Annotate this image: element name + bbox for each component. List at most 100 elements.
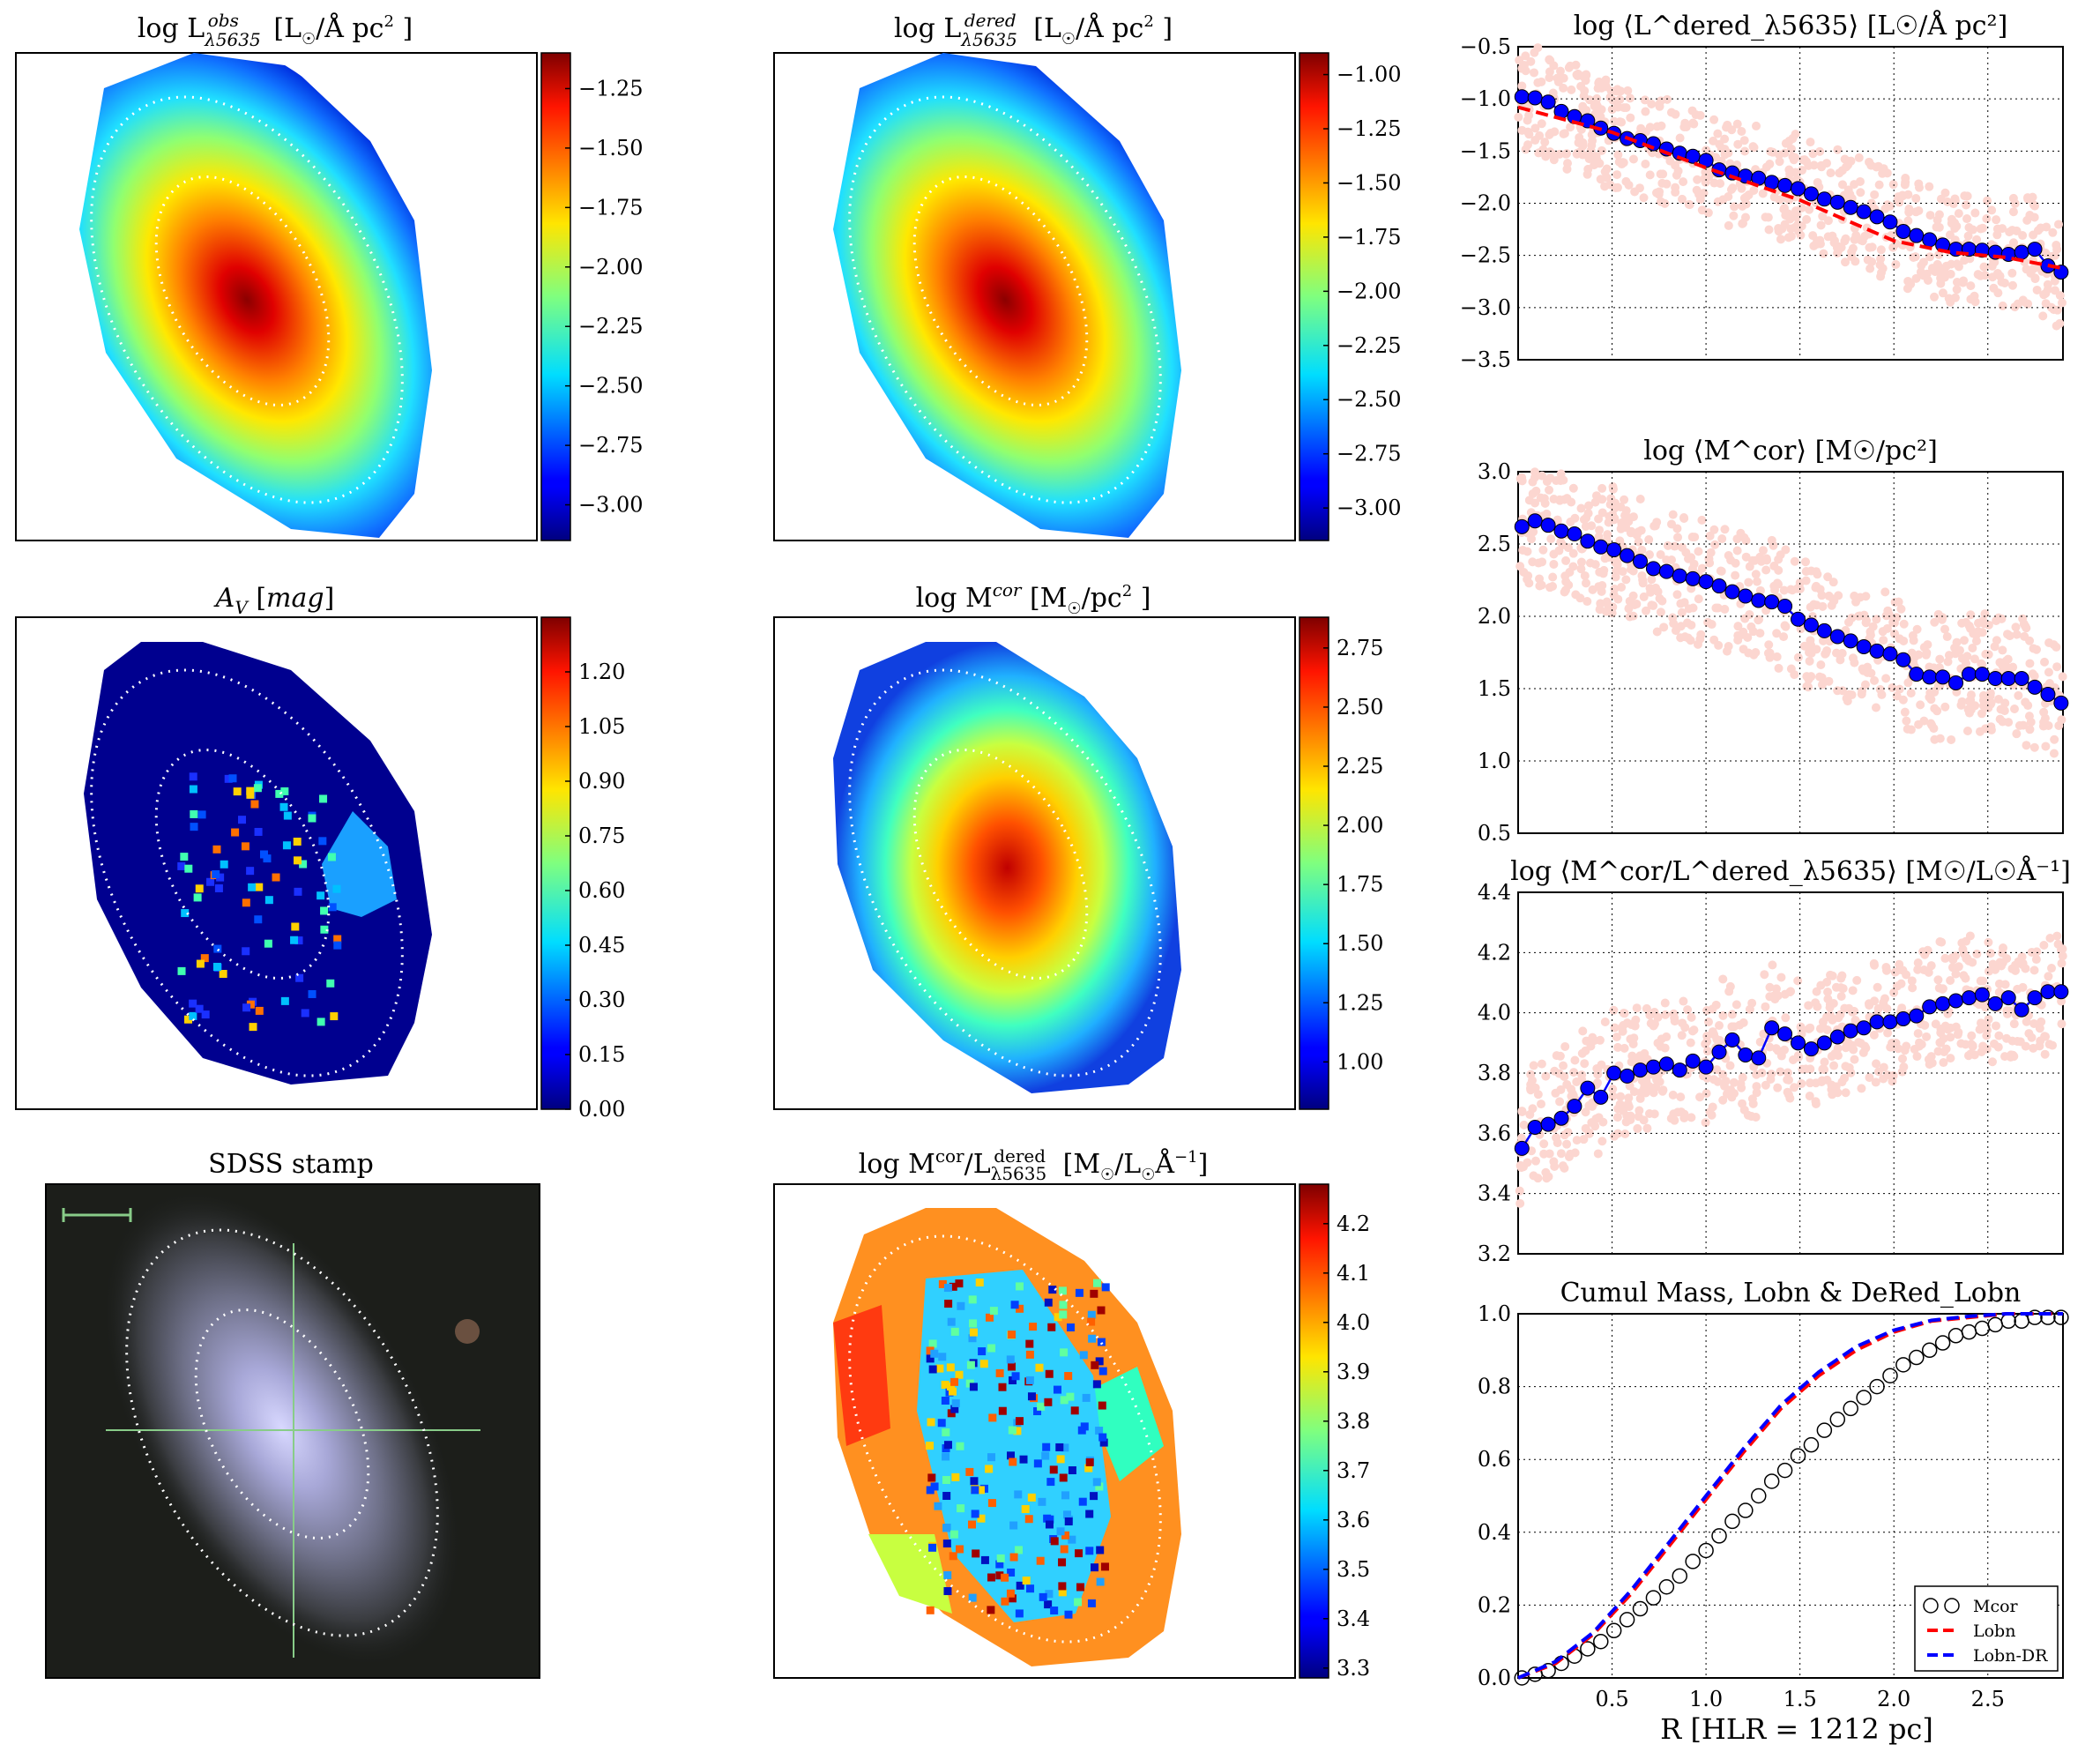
spaxel-point [1781,211,1791,220]
spaxel-point [1870,190,1880,199]
spaxel-point [1966,610,1976,620]
spaxel-point [1597,145,1606,155]
profile-point [1777,599,1793,615]
spaxel-point [1747,1094,1757,1104]
ml-pixel [998,1383,1007,1391]
profile-point [1882,1014,1898,1030]
av-pixel [279,802,288,811]
profile-point [1843,1023,1858,1039]
ml-pixel [1060,1396,1069,1405]
spaxel-point [1819,636,1828,645]
map-lder-title: log Lλ5635dered [L☉/Å pc2 ] [894,10,1173,50]
ml-pixel [1045,1520,1054,1529]
spaxel-point [1947,734,1956,744]
spaxel-point [1530,136,1540,145]
spaxel-point [2029,671,2039,681]
av-pixel [216,873,225,882]
legend: Mcor Lobn Lobn-DR [1914,1585,2059,1672]
spaxel-point [1769,561,1779,570]
spaxel-point [1895,684,1904,694]
spaxel-point [1672,590,1682,600]
profile-point [1658,1056,1674,1072]
spaxel-point [1925,182,1934,191]
av-pixel [308,989,316,998]
ml-pixel [1009,1458,1017,1466]
spaxel-point [1942,632,1952,642]
y-tick-label: 4.2 [1478,940,1511,965]
spaxel-point [1709,635,1719,645]
spaxel-point [1600,182,1610,191]
spaxel-point [1570,1055,1580,1065]
spaxel-point [1620,1043,1629,1053]
spaxel-point [1836,992,1846,1002]
ml-pixel [927,1473,936,1482]
spaxel-point [1818,212,1828,221]
spaxel-point [1999,943,2008,953]
colorbar-tick-label: 1.05 [578,714,625,739]
map-ml-ellipse-outer [848,1234,1162,1644]
profile-point [1698,153,1714,168]
spaxel-point [1923,640,1932,650]
spaxel-point [1797,1079,1806,1089]
spaxel-point [1601,77,1611,86]
spaxel-point [1701,1040,1710,1049]
spaxel-point [1986,725,1996,734]
spaxel-point [1530,123,1540,133]
spaxel-point [1790,670,1799,680]
mcor-point [1593,1633,1609,1650]
spaxel-point [1827,600,1836,610]
spaxel-point [1909,252,1918,262]
ml-pixel [1025,1376,1034,1384]
spaxel-point [1582,578,1591,588]
ml-pixel [1015,1417,1024,1426]
ml-pixel [1009,1521,1018,1530]
ml-pixel [1008,1331,1016,1339]
ml-pixel [1096,1577,1105,1586]
spaxel-point [1935,937,1945,947]
ml-pixel [938,1353,947,1361]
spaxel-point [1620,103,1629,113]
colorbar-tick-label: −2.75 [1337,442,1402,466]
spaxel-point [1720,525,1730,534]
spaxel-point [1793,652,1803,662]
profile-point [1764,594,1780,610]
map-mcor-colorbar-ticks: 1.00 1.25 1.50 1.75 2.00 2.25 2.50 2.75 [1323,636,1383,1074]
spaxel-point [2027,1033,2037,1042]
ml-pixel [1042,1443,1051,1451]
spaxel-point [1672,170,1681,180]
spaxel-point [1854,153,1864,162]
map-lobs-colorbar-ticks: −3.00 −2.75 −2.50 −2.25 −2.00 −1.75 −1.50 −1.25 [565,76,644,518]
spaxel-point [1594,78,1604,88]
spaxel-point [1963,231,1973,241]
spaxel-point [1943,657,1953,667]
map-ml-specks [926,1279,1110,1619]
spaxel-point [1687,620,1696,630]
spaxel-point [1732,119,1742,129]
spaxel-point [1530,467,1539,477]
mcor-point [1829,1412,1846,1428]
spaxel-point [1568,548,1578,558]
spaxel-point [1584,501,1594,511]
spaxel-point [1987,1057,1997,1067]
map-ml-region-lowleft [868,1534,952,1614]
ml-pixel [1008,1426,1016,1435]
spaxel-point [1848,986,1858,995]
map-av-title: AV [mag] [213,583,335,618]
av-pixel [253,784,262,793]
spaxel-point [1833,686,1843,696]
spaxel-point [1549,549,1559,559]
spaxel-point [1581,1107,1590,1117]
spaxel-point [1865,264,1875,273]
ml-pixel [1091,1361,1099,1369]
spaxel-point [1767,1070,1776,1079]
ml-pixel [1064,1610,1073,1619]
spaxel-point [1542,477,1552,487]
spaxel-point [1882,623,1892,633]
profile-point [2040,687,2056,703]
spaxel-point [1857,690,1866,699]
spaxel-point [1833,145,1843,154]
spaxel-point [1769,541,1778,550]
spaxel-point [1705,531,1715,541]
profile-point [1961,990,1977,1006]
spaxel-point [1776,973,1786,982]
